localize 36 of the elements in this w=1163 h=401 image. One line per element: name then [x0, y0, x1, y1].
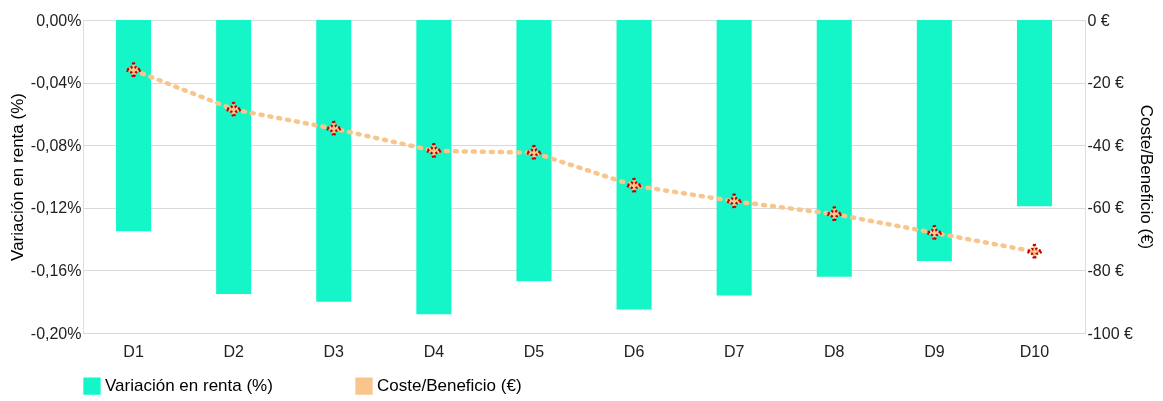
x-tick-label: D8: [824, 342, 845, 360]
legend-label: Coste/Beneficio (€): [377, 376, 522, 396]
point: [925, 224, 944, 242]
y-tick-label: -0,20%: [30, 324, 82, 342]
x-tick-label: D3: [323, 342, 345, 360]
x-tick-label: D2: [223, 342, 244, 360]
y-tick-label: -0,12%: [30, 199, 82, 217]
y2-tick-label: -20 €: [1087, 74, 1125, 92]
x-tick-label: D5: [523, 342, 545, 360]
point: [224, 100, 243, 119]
x-tick-label: D9: [924, 342, 945, 360]
x-tick-label: D6: [623, 342, 645, 360]
y2-tick-label: 0 €: [1087, 11, 1110, 29]
y-tick-label: -0,08%: [30, 136, 82, 154]
y2-tick-label: -100 €: [1087, 324, 1133, 342]
y2-tick-label: -60 €: [1087, 199, 1125, 217]
point: [725, 192, 743, 211]
y-tick-label: -0,16%: [30, 261, 82, 279]
x-tick-label: D7: [723, 342, 745, 360]
x-tick-label: D4: [423, 342, 445, 360]
point: [425, 142, 443, 160]
point: [825, 205, 844, 223]
point: [625, 176, 643, 195]
x-tick-label: D1: [123, 342, 144, 360]
x-tick-label: D10: [1019, 342, 1050, 360]
legend-label: Variación en renta (%): [105, 376, 273, 396]
y-axis-title: Variación en renta (%): [7, 93, 27, 261]
y2-axis-title: Coste/Beneficio (€): [1136, 104, 1156, 250]
y2-tick-label: -80 €: [1087, 261, 1125, 279]
y2-tick-label: -40 €: [1087, 136, 1125, 154]
point: [324, 119, 343, 138]
point: [1025, 242, 1044, 261]
point: [525, 143, 543, 162]
y-tick-label: -0,04%: [30, 74, 82, 92]
point: [124, 61, 143, 79]
y-tick-label: 0,00%: [36, 11, 82, 29]
